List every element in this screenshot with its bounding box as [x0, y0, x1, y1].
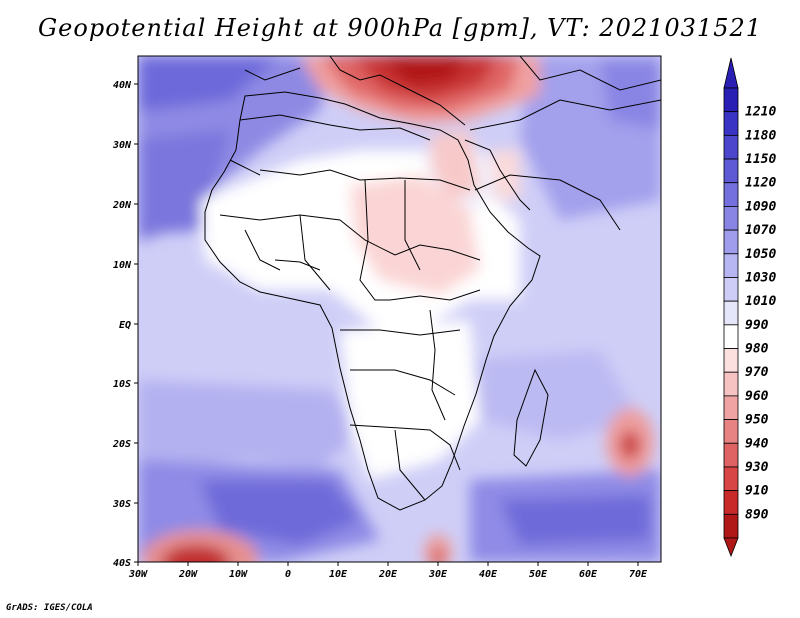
- lon-tick-label: 30E: [428, 569, 448, 580]
- colorbar-cell: [723, 513, 739, 539]
- colorbar-cell: [723, 229, 739, 255]
- colorbar-label: 1070: [745, 223, 776, 238]
- chart-title: Geopotential Height at 900hPa [gpm], VT:…: [38, 14, 762, 42]
- colorbar-label: 960: [745, 389, 769, 404]
- credit-label: GrADS: IGES/COLA: [6, 603, 93, 613]
- colorbar-cell: [723, 419, 739, 444]
- lon-labels: 30W 20W 10W 0 10E 20E 30E 40E 50E 60E 70…: [128, 569, 648, 580]
- colorbar-label: 1090: [745, 199, 776, 214]
- colorbar-label: 910: [745, 484, 769, 499]
- colorbar-cell: [723, 348, 739, 373]
- colorbar-label: 1180: [745, 128, 776, 143]
- colorbar: 1210 1180 1150 1120 1090 1070 1050 1030 1010 990 9…: [723, 57, 776, 558]
- colorbar-cell: [723, 300, 739, 326]
- colorbar-cell: [723, 206, 739, 231]
- coastlines: [204, 56, 661, 511]
- lon-tick-label: 30W: [128, 569, 148, 580]
- colorbar-label: 980: [745, 342, 769, 357]
- colorbar-cell: [723, 442, 739, 468]
- colorbar-bottom-arrow: [723, 537, 739, 558]
- colorbar-label: 970: [745, 365, 769, 380]
- colorbar-label: 1150: [745, 152, 776, 167]
- lat-tick-label: 20N: [112, 200, 132, 211]
- lon-tick-label: 20E: [378, 569, 398, 580]
- lat-tick-label: 20S: [112, 439, 131, 450]
- colorbar-top-arrow: [723, 57, 739, 89]
- map-frame: [137, 55, 662, 563]
- colorbar-cell: [723, 111, 739, 136]
- colorbar-cell: [723, 182, 739, 207]
- colorbar-cell: [723, 466, 739, 492]
- colorbar-cell: [723, 490, 739, 515]
- lon-tick-label: 20W: [178, 569, 198, 580]
- lat-tick-label: 10N: [113, 260, 132, 271]
- colorbar-cell: [723, 395, 739, 420]
- colorbar-label: 1210: [745, 105, 776, 120]
- lat-tick-label: 40N: [113, 80, 132, 91]
- colorbar-label: 1010: [745, 294, 776, 309]
- colorbar-label: 890: [745, 507, 769, 522]
- colorbar-cell: [723, 324, 739, 349]
- colorbar-cell: [723, 277, 739, 302]
- colorbar-label: 1030: [745, 270, 776, 285]
- lon-tick-label: 10W: [229, 569, 248, 580]
- lat-tick-label: EQ: [119, 320, 131, 331]
- lat-labels: 40N 30N 20N 10N EQ 10S 20S 30S 40S: [112, 80, 132, 569]
- colorbar-label: 1120: [745, 176, 776, 191]
- lon-tick-label: 0: [285, 569, 291, 580]
- lon-tick-label: 70E: [629, 569, 648, 580]
- colorbar-cell: [723, 158, 739, 184]
- colorbar-label: 1050: [745, 247, 776, 262]
- lon-tick-label: 10E: [329, 569, 348, 580]
- colorbar-cell: [723, 87, 739, 113]
- colorbar-label: 930: [745, 460, 769, 475]
- lat-tick-label: 10S: [113, 379, 131, 390]
- colorbar-label: 990: [745, 318, 769, 333]
- colorbar-cell: [723, 134, 739, 160]
- lon-tick-label: 60E: [579, 569, 598, 580]
- lat-tick-label: 30S: [112, 499, 131, 510]
- lat-tick-label: 30N: [112, 140, 132, 151]
- colorbar-label: 940: [745, 436, 769, 451]
- height-field: [138, 56, 661, 562]
- colorbar-cell: [723, 371, 739, 397]
- lon-tick-label: 40E: [479, 569, 498, 580]
- tick-marks: [134, 83, 639, 566]
- colorbar-cell: [723, 253, 739, 278]
- colorbar-label: 950: [745, 413, 769, 428]
- lon-tick-label: 50E: [529, 569, 548, 580]
- lat-tick-label: 40S: [113, 558, 131, 569]
